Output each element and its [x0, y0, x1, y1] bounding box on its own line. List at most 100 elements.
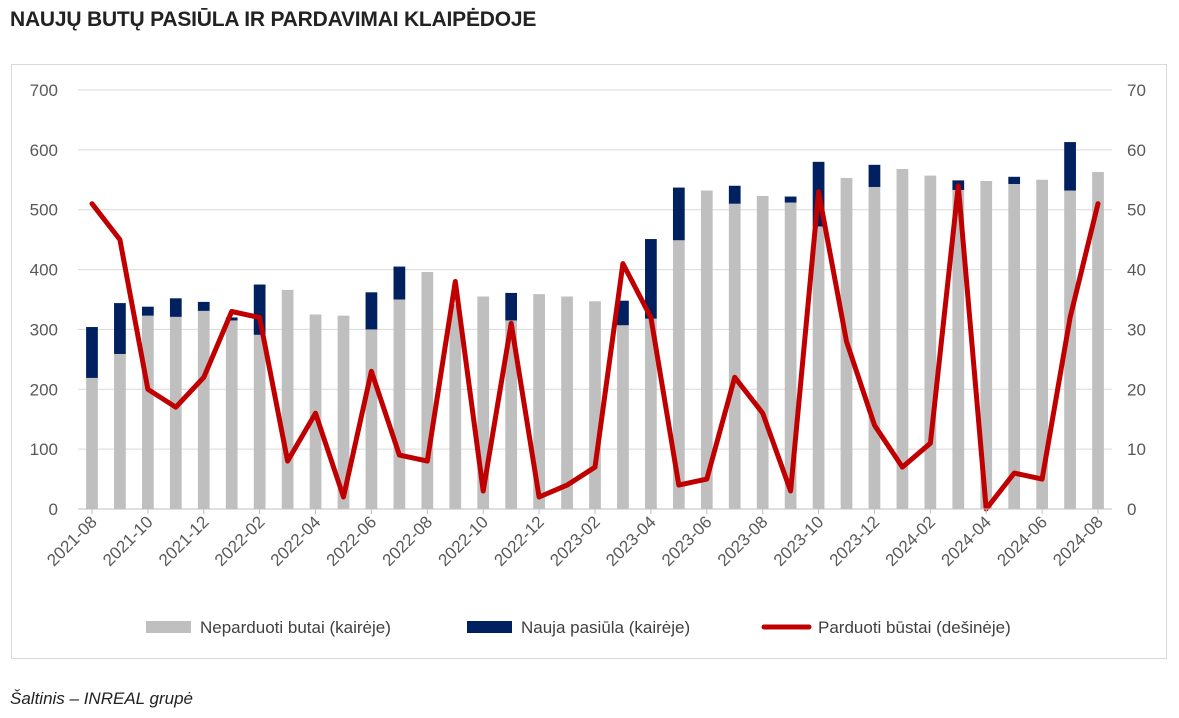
bar-new-supply — [505, 292, 518, 321]
bar-unsold — [1064, 190, 1076, 509]
bar-unsold — [617, 325, 629, 509]
line-layer — [89, 183, 1101, 512]
y-right-tick-label: 50 — [1127, 201, 1146, 220]
y-right-tick-label: 10 — [1127, 440, 1146, 459]
x-tick-label: 2023-06 — [658, 512, 716, 570]
bar-new-supply — [1008, 176, 1021, 184]
x-tick-label: 2022-08 — [379, 512, 437, 570]
bar-new-supply — [728, 185, 741, 204]
bar-unsold — [114, 353, 126, 509]
bar-unsold — [868, 186, 881, 509]
x-tick-label: 2024-02 — [882, 512, 940, 570]
bar-new-supply — [169, 298, 182, 317]
y-left-tick-label: 500 — [30, 201, 58, 220]
bar-unsold — [561, 296, 573, 509]
y-left-tick-label: 600 — [30, 141, 58, 160]
legend: Neparduoti butai (kairėje) Nauja pasiūla … — [146, 618, 1011, 637]
bar-unsold — [477, 296, 490, 509]
bar-new-supply — [868, 164, 881, 187]
y-left-tick-label: 400 — [30, 261, 58, 280]
x-tick-label: 2022-12 — [490, 512, 548, 570]
bar-unsold — [197, 310, 210, 509]
bar-unsold — [449, 304, 462, 509]
x-tick-label: 2022-06 — [323, 512, 381, 570]
bar-unsold — [421, 271, 434, 509]
y-right-tick-label: 40 — [1127, 261, 1146, 280]
bar-new-supply — [393, 266, 406, 300]
x-tick-label: 2022-04 — [267, 512, 325, 570]
x-tick-label: 2023-12 — [826, 512, 884, 570]
bar-unsold — [86, 377, 98, 509]
bar-unsold — [365, 329, 378, 509]
x-tick-label: 2023-04 — [602, 512, 660, 570]
x-tick-label: 2021-10 — [99, 512, 157, 570]
bar-unsold — [589, 301, 601, 509]
bar-unsold — [784, 202, 797, 509]
bar-unsold — [281, 289, 294, 509]
bar-new-supply — [225, 317, 238, 321]
x-tick-label: 2023-08 — [714, 512, 772, 570]
x-tick-label: 2023-10 — [770, 512, 828, 570]
bar-unsold — [645, 318, 657, 509]
bar-unsold — [980, 180, 993, 510]
chart-frame — [11, 64, 1167, 659]
bar-unsold — [141, 315, 154, 509]
bar-new-supply — [365, 292, 378, 330]
legend-swatch — [146, 621, 191, 633]
source-note: Šaltinis – INREAL grupė — [10, 689, 194, 708]
y-left-tick-label: 100 — [30, 440, 58, 459]
bar-unsold — [728, 203, 741, 509]
bar-unsold — [700, 190, 713, 509]
bar-unsold — [924, 175, 937, 510]
x-tick-label: 2022-10 — [434, 512, 492, 570]
axis-layer: 0 0 100 10 200 20 300 30 400 40 500 50 600 60 700 70 202… — [30, 81, 1146, 570]
bar-unsold — [896, 169, 909, 510]
y-right-tick-label: 0 — [1127, 500, 1136, 519]
bar-unsold — [756, 195, 769, 509]
bar-new-supply — [197, 301, 210, 311]
y-right-tick-label: 20 — [1127, 380, 1146, 399]
y-left-tick-label: 700 — [30, 81, 58, 100]
bar-unsold — [533, 294, 545, 509]
x-tick-label: 2024-08 — [1049, 512, 1107, 570]
bar-new-supply — [617, 300, 629, 326]
legend-label: Parduoti būstai (dešinėje) — [818, 618, 1011, 637]
bar-unsold — [1008, 183, 1021, 509]
legend-label: Neparduoti butai (kairėje) — [200, 618, 391, 637]
y-left-tick-label: 200 — [30, 380, 58, 399]
bar-unsold — [169, 316, 182, 509]
bar-unsold — [225, 320, 238, 509]
y-right-tick-label: 30 — [1127, 320, 1146, 339]
bar-new-supply — [784, 196, 797, 203]
bar-unsold — [1036, 179, 1049, 510]
chart-title: NAUJŲ BUTŲ PASIŪLA IR PARDAVIMAI KLAIPĖD… — [10, 8, 537, 31]
bar-unsold — [253, 334, 266, 509]
y-right-tick-label: 70 — [1127, 81, 1146, 100]
x-tick-label: 2021-12 — [155, 512, 213, 570]
x-tick-label: 2021-08 — [43, 512, 101, 570]
bar-new-supply — [1064, 142, 1076, 191]
bar-unsold — [672, 240, 685, 509]
legend-swatch — [467, 621, 512, 633]
x-tick-label: 2022-02 — [211, 512, 269, 570]
y-left-tick-label: 0 — [49, 500, 58, 519]
bar-unsold — [393, 299, 406, 509]
x-tick-label: 2024-06 — [993, 512, 1051, 570]
bar-unsold — [812, 226, 825, 509]
bar-new-supply — [253, 284, 266, 335]
bar-new-supply — [114, 303, 126, 354]
y-left-tick-label: 300 — [30, 320, 58, 339]
x-tick-label: 2023-02 — [546, 512, 604, 570]
y-right-tick-label: 60 — [1127, 141, 1146, 160]
x-tick-label: 2024-04 — [938, 512, 996, 570]
bar-new-supply — [86, 327, 98, 378]
legend-label: Nauja pasiūla (kairėje) — [521, 618, 690, 637]
bar-unsold — [337, 315, 350, 509]
bar-unsold — [505, 320, 518, 509]
bar-unsold — [952, 189, 965, 509]
bar-new-supply — [645, 239, 657, 319]
bar-new-supply — [141, 306, 154, 316]
bar-layer — [86, 142, 1104, 510]
bar-unsold — [1092, 172, 1104, 510]
